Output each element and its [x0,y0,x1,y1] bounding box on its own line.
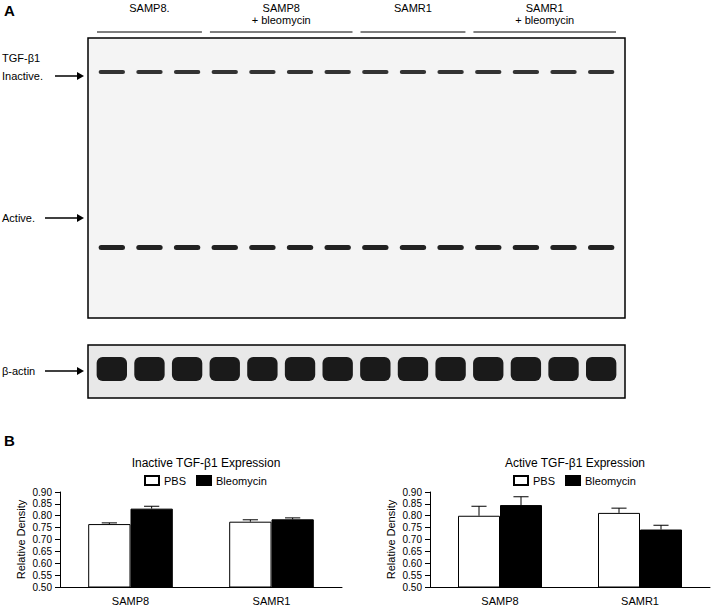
svg-text:SAMR1: SAMR1 [394,2,432,14]
svg-text:PBS: PBS [533,475,555,487]
svg-text:Active TGF-β1 Expression: Active TGF-β1 Expression [505,456,645,470]
svg-text:0.80: 0.80 [33,510,53,521]
svg-text:+ bleomycin: + bleomycin [252,14,311,26]
svg-text:β-actin: β-actin [2,365,35,377]
svg-text:PBS: PBS [164,475,186,487]
svg-text:TGF-β1: TGF-β1 [2,52,40,64]
svg-text:SAMP8: SAMP8 [112,595,149,607]
svg-text:0.70: 0.70 [403,534,423,545]
svg-text:SAMP8: SAMP8 [481,595,518,607]
svg-text:Inactive.: Inactive. [2,70,43,82]
svg-text:B: B [4,432,15,449]
svg-text:0.60: 0.60 [33,558,53,569]
svg-text:0.80: 0.80 [403,510,423,521]
svg-text:0.50: 0.50 [403,582,423,593]
svg-text:0.65: 0.65 [33,546,53,557]
svg-text:Inactive TGF-β1 Expression: Inactive TGF-β1 Expression [132,456,281,470]
svg-text:SAMP8: SAMP8 [263,2,300,14]
svg-text:SAMR1: SAMR1 [253,595,291,607]
svg-text:0.90: 0.90 [403,487,423,498]
svg-text:0.55: 0.55 [33,570,53,581]
svg-text:+ bleomycin: + bleomycin [515,14,574,26]
svg-text:SAMP8.: SAMP8. [129,2,169,14]
svg-text:SAMR1: SAMR1 [526,2,564,14]
svg-text:0.55: 0.55 [403,570,423,581]
svg-text:Bleomycin: Bleomycin [216,475,267,487]
svg-text:0.50: 0.50 [33,582,53,593]
svg-text:0.85: 0.85 [403,498,423,509]
svg-text:0.75: 0.75 [33,522,53,533]
svg-text:0.60: 0.60 [403,558,423,569]
svg-text:Bleomycin: Bleomycin [585,475,636,487]
svg-text:0.85: 0.85 [33,498,53,509]
svg-text:0.65: 0.65 [403,546,423,557]
svg-text:Relative Density: Relative Density [385,499,397,579]
svg-text:0.70: 0.70 [33,534,53,545]
svg-text:SAMR1: SAMR1 [621,595,659,607]
svg-text:A: A [4,2,15,19]
svg-text:0.90: 0.90 [33,487,53,498]
svg-text:0.75: 0.75 [403,522,423,533]
svg-text:Active.: Active. [2,212,35,224]
svg-text:Relative Density: Relative Density [15,499,27,579]
